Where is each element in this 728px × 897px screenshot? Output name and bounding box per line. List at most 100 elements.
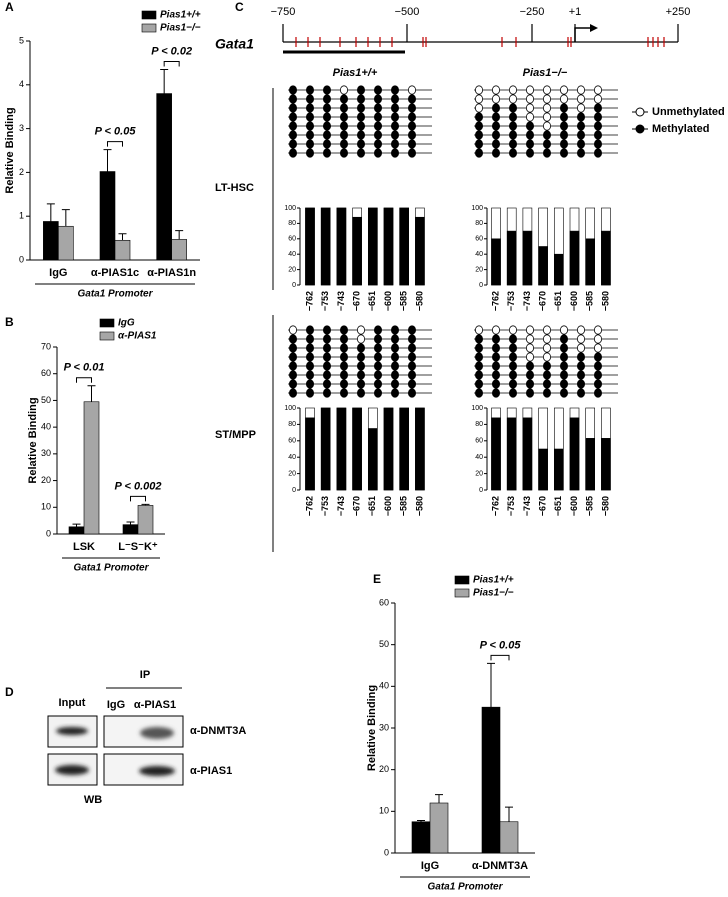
cpg-circle [356,361,365,371]
y-tick-label: 50 [379,639,389,649]
y-tick-label: 0 [19,254,24,264]
cpg-circle [474,94,483,104]
cpg-circle [373,112,382,122]
cpg-circle [390,148,399,158]
cpg-circle [491,121,500,131]
cpg-circle [543,334,552,344]
significance-bracket [490,654,510,661]
cpg-circle [474,343,483,353]
y-tick-label: 40 [288,454,296,461]
cpg-circle [594,103,603,113]
cpg-circle [526,121,535,131]
error-bar [61,209,70,227]
cpg-circle [526,388,535,398]
cpg-circle [390,85,399,95]
cpg-circle [577,325,586,335]
cpg-circle [390,130,399,140]
legend-swatch [141,23,157,33]
cpg-circle [491,388,500,398]
cpg-circle [508,388,517,398]
y-tick-label: 80 [288,421,296,428]
y-tick-label: 20 [475,266,483,273]
legend-swatch [454,588,470,598]
cpg-circle [594,370,603,380]
cpg-circle [543,361,552,371]
cpg-circle [373,130,382,140]
x-tick-label: −762 [304,496,314,516]
cpg-circle [508,325,517,335]
bar [336,407,347,491]
significance-bracket [76,377,92,383]
x-tick-label: −753 [506,496,516,516]
cpg-circle [577,352,586,362]
group-label: Gata1 Promoter [73,563,149,574]
cpg-circle [339,139,348,149]
x-tick-label: IgG [421,860,439,872]
cpg-circle [560,148,569,158]
cpg-circle [322,334,331,344]
cpg-circle [322,85,331,95]
cpg-circle [474,121,483,131]
x-tick-label: −651 [367,496,377,516]
cell-type: LT-HSC [215,182,254,194]
cpg-circle [526,94,535,104]
y-tick-label: 80 [475,421,483,428]
lane-label: Input [59,697,86,709]
cpg-circle [543,379,552,389]
cpg-circle [560,112,569,122]
significance-bracket [107,141,123,147]
cpg-circle [339,325,348,335]
error-bar [103,149,112,172]
bar [415,407,425,491]
bar [352,407,362,491]
error-bar [487,662,495,708]
cell-type: ST/MPP [215,429,256,441]
cpg-circle [508,103,517,113]
bar [122,524,139,535]
cpg-circle [577,112,586,122]
y-tick-label: 10 [379,806,389,816]
y-tick-label: 40 [475,251,483,258]
cpg-circle [560,94,569,104]
error-bar [435,794,443,803]
cpg-circle [339,343,348,353]
cpg-circle [560,85,569,95]
cpg-circle [373,370,382,380]
antibody-label: α-PIAS1 [190,765,232,777]
cpg-circle [560,334,569,344]
y-tick-label: 0 [46,528,51,538]
panel-letter: C [235,0,244,14]
bar [383,207,394,286]
cpg-circle [594,388,603,398]
cpg-circle [526,139,535,149]
y-tick-label: 20 [379,764,389,774]
bar [367,207,378,286]
x-tick-label: α-DNMT3A [472,860,528,872]
cpg-circle [594,85,603,95]
cpg-circle [356,388,365,398]
gene-name: Gata1 [215,36,254,52]
cpg-circle [407,121,416,131]
legend-swatch [454,575,470,585]
cpg-circle [339,379,348,389]
y-tick-label: 50 [41,395,51,405]
cpg-circle [474,103,483,113]
map-label: +1 [569,6,582,18]
y-tick-label: 20 [288,266,296,273]
x-tick-label: α-PIAS1n [147,267,196,279]
cpg-circle [474,325,483,335]
y-tick-label: 100 [471,205,483,212]
cpg-circle [356,325,365,335]
cpg-circle [407,361,416,371]
cpg-circle [594,325,603,335]
cpg-circle [543,388,552,398]
bar [156,93,172,261]
bar [336,207,347,286]
cpg-circle [543,370,552,380]
bar [506,417,517,491]
cpg-circle [543,139,552,149]
cpg-circle [407,139,416,149]
cpg-sites [295,37,665,47]
x-tick-label: −600 [383,496,393,516]
